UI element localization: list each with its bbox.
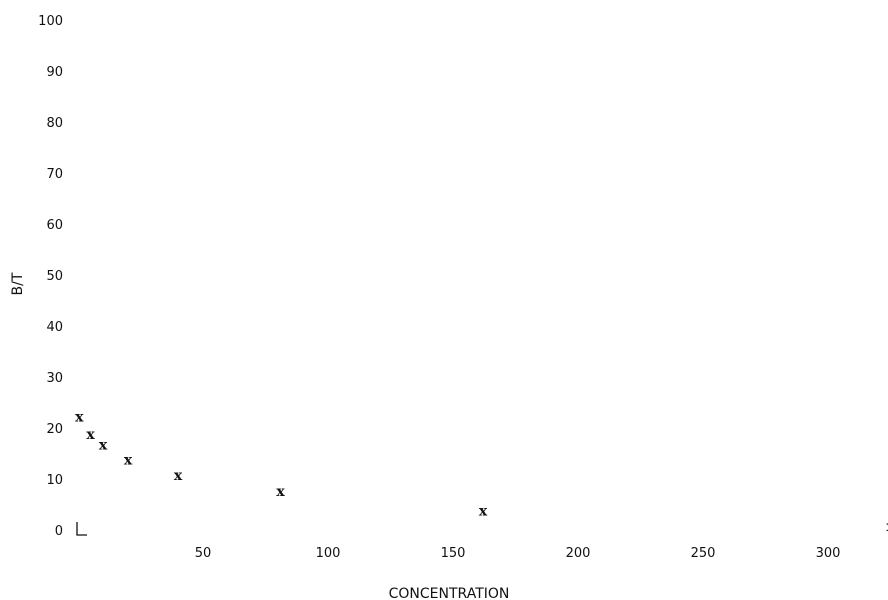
data-point: x [75, 409, 84, 425]
data-point: x [124, 453, 133, 469]
x-tick-label: 300 [816, 546, 841, 561]
x-tick-label: 50 [195, 546, 212, 561]
y-tick-label: 50 [46, 269, 63, 284]
y-tick-label: 40 [46, 320, 63, 335]
y-tick-label: 100 [38, 14, 63, 29]
x-tick-label: 250 [691, 546, 716, 561]
data-point: x [276, 484, 285, 500]
y-tick-label: 60 [46, 218, 63, 233]
x-tick-label: 150 [441, 546, 466, 561]
y-tick-label: 20 [46, 422, 63, 437]
y-tick-label: 70 [46, 167, 63, 182]
data-point: x [886, 519, 888, 535]
data-point: x [99, 437, 108, 453]
y-tick-label: 90 [46, 65, 63, 80]
data-point: x [479, 504, 488, 520]
x-axis-tick-labels: 50 100 150 200 250 300 [195, 546, 841, 561]
x-axis-title: CONCENTRATION [389, 586, 510, 600]
x-tick-label: 200 [566, 546, 591, 561]
origin-corner-mark [76, 522, 87, 536]
y-tick-label: 80 [46, 116, 63, 131]
y-tick-label: 0 [55, 524, 63, 539]
x-tick-label: 100 [316, 546, 341, 561]
y-tick-label: 10 [46, 473, 63, 488]
y-tick-label: 30 [46, 371, 63, 386]
y-axis-tick-labels: 0 10 20 30 40 50 60 70 80 90 100 [38, 14, 63, 539]
data-point: x [174, 468, 183, 484]
data-point: x [86, 427, 95, 443]
y-axis-title: B/T [10, 272, 26, 295]
data-points: xxxxxxxx [75, 409, 888, 535]
